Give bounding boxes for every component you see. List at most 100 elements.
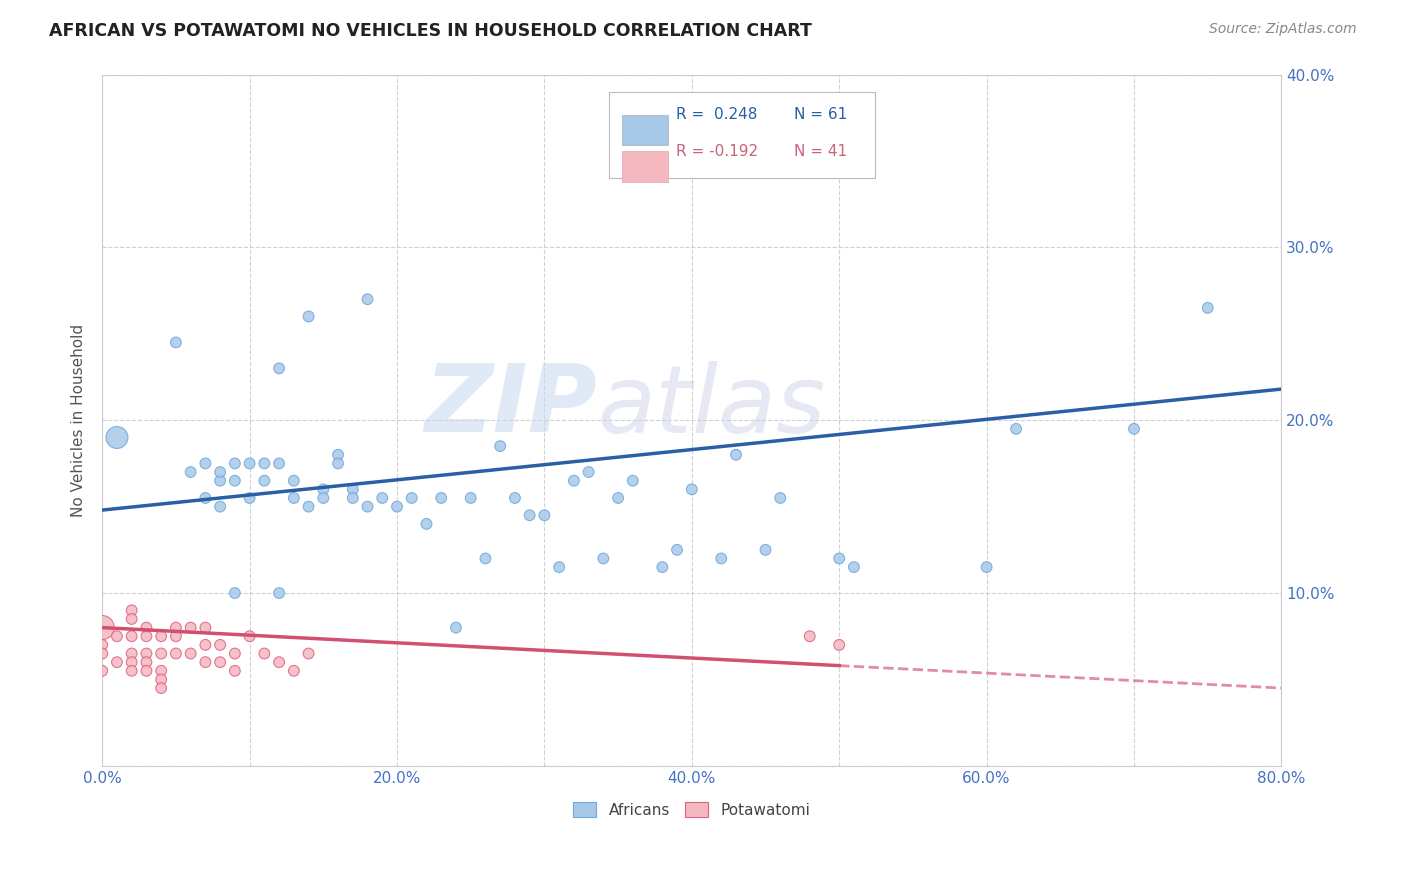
Point (474, 551, 496, 566)
Point (105, 629, 128, 643)
Point (607, 491, 630, 505)
Point (224, 457, 246, 471)
Point (312, 483, 335, 497)
Point (460, 491, 482, 505)
Point (165, 629, 187, 643)
Point (209, 500, 232, 514)
Point (91, 647, 114, 661)
FancyBboxPatch shape (623, 114, 668, 145)
Point (297, 647, 319, 661)
Point (326, 457, 349, 471)
Point (135, 655, 157, 669)
Point (209, 655, 232, 669)
Point (150, 673, 173, 687)
Text: R =  0.248: R = 0.248 (676, 107, 758, 122)
Point (253, 647, 276, 661)
Point (91, 664, 114, 678)
Point (267, 655, 290, 669)
Point (769, 491, 792, 505)
Point (91, 638, 114, 652)
Point (592, 551, 614, 566)
Point (503, 491, 526, 505)
Point (239, 457, 262, 471)
Point (165, 621, 187, 635)
Point (799, 629, 821, 643)
Text: N = 61: N = 61 (794, 107, 848, 122)
Point (356, 500, 378, 514)
Point (710, 551, 733, 566)
Text: N = 41: N = 41 (794, 145, 848, 160)
Point (724, 448, 747, 462)
Point (194, 638, 217, 652)
Point (121, 603, 143, 617)
Point (342, 483, 364, 497)
Point (209, 638, 232, 652)
Text: Source: ZipAtlas.com: Source: ZipAtlas.com (1209, 22, 1357, 37)
Point (651, 560, 673, 574)
Point (121, 664, 143, 678)
Point (267, 586, 290, 600)
Point (121, 655, 143, 669)
Point (209, 474, 232, 488)
Legend: Africans, Potawatomi: Africans, Potawatomi (567, 796, 817, 824)
Point (401, 491, 423, 505)
Point (105, 430, 128, 444)
Point (209, 465, 232, 479)
Point (489, 439, 512, 453)
Point (283, 491, 305, 505)
Point (105, 655, 128, 669)
Text: AFRICAN VS POTAWATOMI NO VEHICLES IN HOUSEHOLD CORRELATION CHART: AFRICAN VS POTAWATOMI NO VEHICLES IN HOU… (49, 22, 813, 40)
Point (444, 621, 467, 635)
Point (165, 335, 187, 350)
Point (150, 664, 173, 678)
Point (1005, 422, 1028, 436)
FancyBboxPatch shape (623, 152, 668, 182)
Point (666, 542, 689, 557)
Point (430, 491, 453, 505)
Point (578, 465, 600, 479)
Point (297, 500, 319, 514)
Point (267, 457, 290, 471)
Point (842, 560, 865, 574)
Point (681, 483, 703, 497)
Point (121, 647, 143, 661)
Point (533, 508, 555, 523)
Point (150, 647, 173, 661)
Point (135, 664, 157, 678)
Text: atlas: atlas (598, 361, 825, 452)
Point (150, 629, 173, 643)
Point (91, 621, 114, 635)
Point (562, 474, 585, 488)
Text: R = -0.192: R = -0.192 (676, 145, 759, 160)
Point (150, 681, 173, 695)
Point (121, 612, 143, 626)
Point (828, 638, 851, 652)
Point (180, 621, 202, 635)
Point (519, 508, 541, 523)
Point (239, 491, 262, 505)
Point (356, 292, 378, 306)
Point (385, 500, 408, 514)
Y-axis label: No Vehicles in Household: No Vehicles in Household (72, 324, 86, 516)
Point (194, 655, 217, 669)
Point (283, 664, 305, 678)
Point (135, 629, 157, 643)
Point (180, 647, 202, 661)
Point (253, 474, 276, 488)
Point (224, 586, 246, 600)
Point (224, 647, 246, 661)
Text: ZIP: ZIP (425, 360, 598, 452)
Point (297, 310, 319, 324)
Point (1123, 422, 1146, 436)
Point (121, 629, 143, 643)
Point (828, 551, 851, 566)
Point (342, 491, 364, 505)
Point (312, 491, 335, 505)
Point (180, 465, 202, 479)
FancyBboxPatch shape (609, 92, 875, 178)
Point (371, 491, 394, 505)
Point (976, 560, 998, 574)
Point (415, 516, 437, 531)
Point (621, 474, 644, 488)
Point (135, 647, 157, 661)
